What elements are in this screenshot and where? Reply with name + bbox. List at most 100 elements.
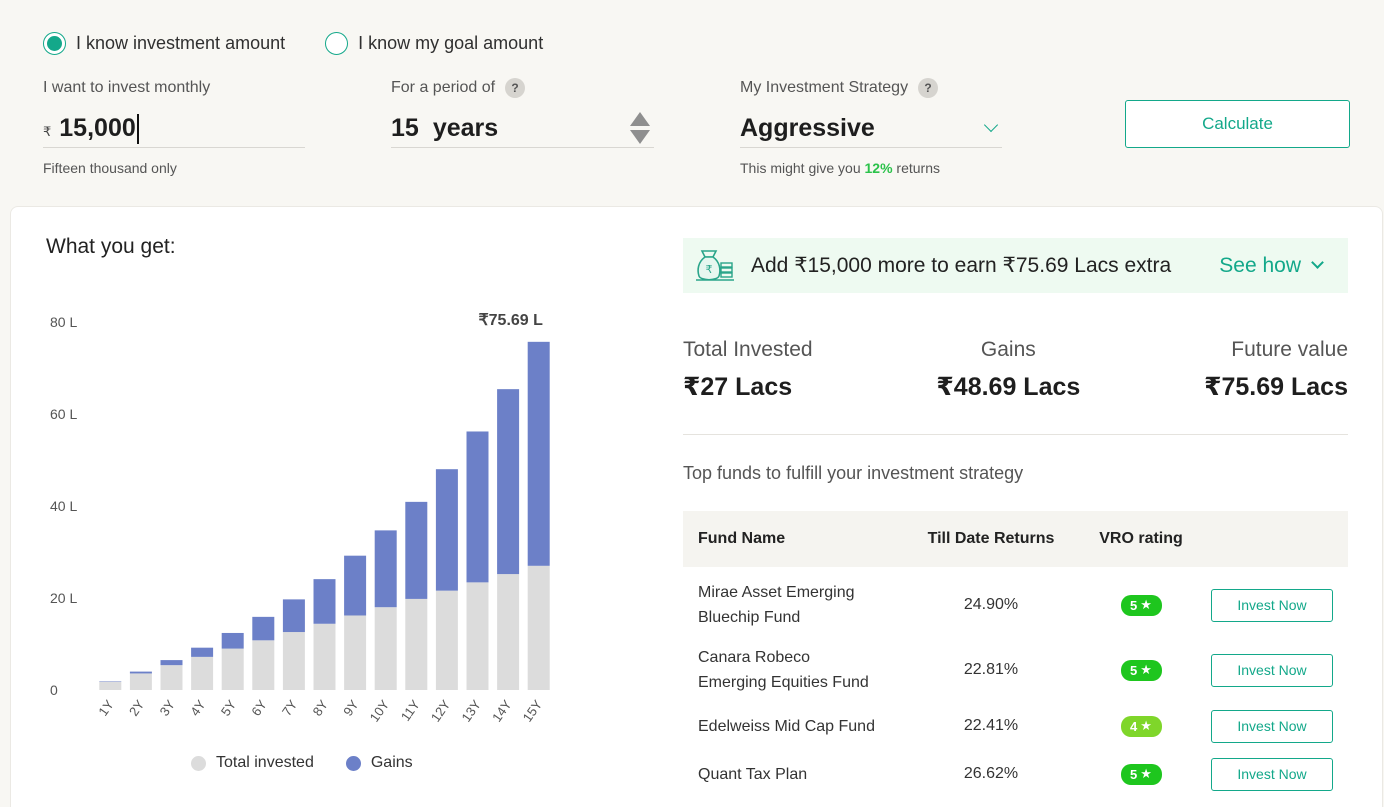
bar-total-invested[interactable]	[282, 632, 305, 690]
bar-gains[interactable]	[374, 530, 397, 608]
invest-now-button[interactable]: Invest Now	[1211, 757, 1333, 791]
fund-action: Invest Now	[1211, 653, 1348, 687]
see-how-label: See how	[1219, 253, 1301, 277]
increment-arrow-icon[interactable]	[630, 112, 650, 126]
table-row: Quant Tax Plan 26.62% 5 ★ Invest Now	[683, 749, 1348, 799]
money-bag-icon: ₹	[696, 249, 734, 281]
summary-gains: Gains ₹48.69 Lacs	[936, 338, 1080, 402]
svg-text:₹: ₹	[706, 263, 713, 276]
column-header-rating: VRO rating	[1099, 530, 1183, 547]
strategy-select[interactable]: Aggressive	[740, 110, 1002, 148]
fund-name: Edelweiss Mid Cap Fund	[698, 717, 875, 735]
fund-returns: 22.41%	[963, 717, 1019, 734]
bar-total-invested[interactable]	[344, 615, 367, 690]
table-row: Edelweiss Mid Cap Fund 22.41% 4 ★ Invest …	[683, 703, 1348, 749]
summary-future-value: Future value ₹75.69 Lacs	[1204, 338, 1348, 402]
top-funds-title: Top funds to fulfill your investment str…	[683, 463, 1024, 483]
bar-gains[interactable]	[160, 660, 183, 666]
bar-total-invested[interactable]	[129, 673, 152, 690]
bar-gains[interactable]	[497, 389, 520, 575]
invest-now-button[interactable]: Invest Now	[1211, 709, 1333, 743]
summary-label: Total Invested	[683, 338, 813, 361]
bar-gains[interactable]	[252, 616, 275, 641]
column-header-returns: Till Date Returns	[927, 530, 1055, 547]
star-icon: ★	[1140, 718, 1152, 733]
bar-gains[interactable]	[129, 671, 152, 674]
legend-item-gains: Gains	[345, 754, 413, 772]
monthly-amount-input[interactable]: ₹ 15,000	[43, 110, 305, 148]
strategy-hint: This might give you 12% returns	[740, 160, 1002, 176]
radio-unselected-icon	[325, 32, 349, 55]
bar-total-invested[interactable]	[374, 607, 397, 690]
period-field: For a period of ? 15 years	[391, 78, 654, 148]
period-stepper[interactable]	[630, 112, 650, 144]
bar-total-invested[interactable]	[313, 623, 336, 690]
bar-gains[interactable]	[435, 469, 458, 591]
bar-total-invested[interactable]	[405, 598, 428, 690]
invest-now-button[interactable]: Invest Now	[1211, 588, 1333, 622]
fund-returns: 26.62%	[963, 765, 1019, 782]
period-value: 15	[391, 114, 419, 142]
rating-badge: 5 ★	[1120, 763, 1162, 785]
summary-total-invested: Total Invested ₹27 Lacs	[683, 338, 813, 402]
bar-gains[interactable]	[282, 599, 305, 633]
strategy-label-text: My Investment Strategy	[740, 79, 909, 96]
bar-gains[interactable]	[527, 341, 550, 566]
expected-return-pct: 12%	[864, 160, 893, 176]
period-input[interactable]: 15 years	[391, 110, 654, 148]
rupee-icon: ₹	[43, 123, 52, 139]
fund-rating: 5 ★	[1071, 659, 1211, 681]
star-icon: ★	[1140, 597, 1152, 612]
bar-total-invested[interactable]	[497, 574, 520, 690]
fund-name: Quant Tax Plan	[698, 765, 808, 783]
fund-action: Invest Now	[1211, 709, 1348, 743]
x-tick-label: 7Y	[279, 697, 301, 719]
x-tick-label: 14Y	[489, 697, 515, 725]
x-tick-label: 11Y	[398, 697, 423, 724]
y-tick-label: 0	[50, 682, 58, 698]
bar-total-invested[interactable]	[466, 582, 489, 690]
x-tick-label: 5Y	[218, 697, 240, 719]
bar-total-invested[interactable]	[191, 656, 214, 690]
period-label-text: For a period of	[391, 79, 496, 96]
bar-gains[interactable]	[405, 501, 428, 599]
radio-investment-amount[interactable]: I know investment amount	[43, 32, 285, 55]
rating-value: 4	[1130, 718, 1138, 734]
chart-top-value-label: ₹75.69 L	[478, 312, 543, 329]
bar-gains[interactable]	[221, 632, 244, 649]
bar-gains[interactable]	[344, 555, 367, 616]
x-tick-label: 10Y	[367, 697, 393, 725]
bar-gains[interactable]	[466, 431, 489, 583]
help-icon[interactable]: ?	[505, 78, 526, 98]
bar-gains[interactable]	[191, 647, 214, 657]
decrement-arrow-icon[interactable]	[630, 130, 650, 144]
calculate-button[interactable]: Calculate	[1125, 100, 1350, 148]
rating-badge: 5 ★	[1120, 659, 1162, 681]
radio-label: I know my goal amount	[358, 33, 544, 53]
fund-table: Fund Name Till Date Returns VRO rating M…	[683, 511, 1348, 799]
x-tick-label: 13Y	[458, 697, 484, 725]
radio-goal-amount[interactable]: I know my goal amount	[325, 32, 543, 55]
chart-legend: Total invested Gains	[191, 754, 413, 772]
summary-value: ₹48.69 Lacs	[936, 373, 1081, 401]
star-icon: ★	[1140, 662, 1152, 677]
monthly-amount-field: I want to invest monthly ₹ 15,000 Fiftee…	[43, 78, 305, 176]
column-header-fund-name: Fund Name	[698, 530, 786, 547]
bar-total-invested[interactable]	[435, 590, 458, 690]
help-icon[interactable]: ?	[918, 78, 939, 98]
amount-in-words: Fifteen thousand only	[43, 160, 177, 176]
bar-total-invested[interactable]	[99, 681, 122, 690]
bar-total-invested[interactable]	[527, 565, 550, 690]
bar-total-invested[interactable]	[221, 648, 244, 690]
x-tick-label: 4Y	[187, 697, 209, 719]
y-tick-label: 60 L	[50, 406, 77, 422]
invest-now-button[interactable]: Invest Now	[1211, 653, 1333, 687]
x-tick-label: 15Y	[520, 697, 546, 725]
bar-gains[interactable]	[313, 579, 336, 624]
text-cursor	[136, 113, 139, 144]
promo-text: Add ₹15,000 more to earn ₹75.69 Lacs ext…	[751, 254, 1172, 277]
see-how-link[interactable]: See how	[1219, 253, 1324, 278]
bar-total-invested[interactable]	[252, 640, 275, 690]
hint-prefix: This might give you	[740, 160, 861, 176]
bar-total-invested[interactable]	[160, 665, 183, 690]
